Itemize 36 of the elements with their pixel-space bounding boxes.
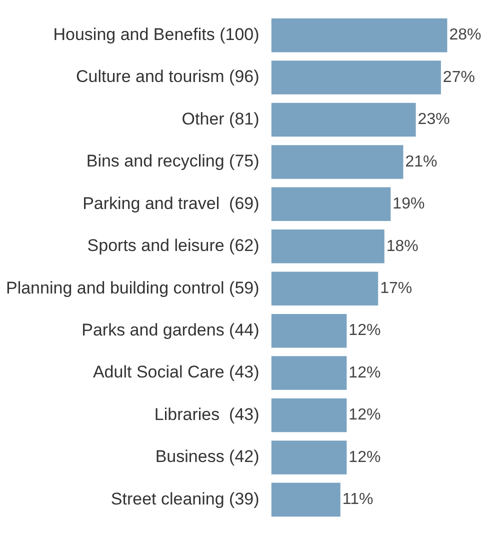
bar <box>271 356 347 390</box>
data-label: 12% <box>348 448 381 466</box>
data-label: 27% <box>442 68 475 86</box>
bar <box>271 102 416 137</box>
bar <box>271 60 441 94</box>
y-tick-label: Parking and travel (69) <box>82 194 260 213</box>
data-label: 11% <box>342 491 374 508</box>
y-tick-label: Sports and leisure (62) <box>87 236 260 256</box>
data-label: 19% <box>392 196 425 213</box>
bar <box>271 18 448 52</box>
y-tick-label: Planning and building control (59) <box>6 278 260 298</box>
bar <box>271 398 347 432</box>
bar <box>271 272 378 306</box>
bar <box>271 187 391 222</box>
data-label: 18% <box>386 238 418 255</box>
y-tick-label: Other (81) <box>182 109 260 128</box>
y-tick-label: Housing and Benefits (100) <box>53 24 260 44</box>
data-label: 21% <box>405 153 438 170</box>
data-label: 12% <box>348 322 381 340</box>
bar <box>271 482 340 517</box>
data-label: 12% <box>348 406 381 424</box>
bar <box>271 145 404 179</box>
bar <box>271 230 384 264</box>
data-label: 12% <box>348 364 381 382</box>
y-tick-label: Bins and recycling (75) <box>86 152 260 171</box>
y-tick-label: Libraries (43) <box>154 404 260 424</box>
y-tick-label: Parks and gardens (44) <box>82 320 260 340</box>
y-tick-label: Street cleaning (39) <box>110 489 260 508</box>
bar <box>271 314 347 348</box>
data-label: 17% <box>380 280 412 298</box>
y-tick-label: Culture and tourism (96) <box>76 67 260 86</box>
y-tick-label: Adult Social Care (43) <box>92 362 260 382</box>
data-label: 28% <box>449 26 482 44</box>
y-tick-label: Business (42) <box>155 447 260 466</box>
data-label: 23% <box>418 111 450 128</box>
bar <box>271 440 347 474</box>
